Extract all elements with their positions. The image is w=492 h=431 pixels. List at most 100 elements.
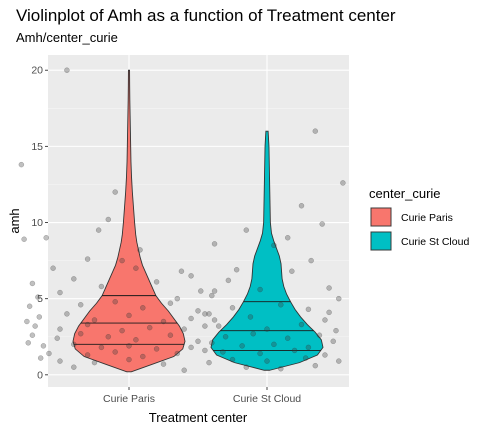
data-point bbox=[71, 276, 77, 282]
data-point bbox=[105, 216, 112, 223]
data-point bbox=[257, 350, 263, 357]
legend-label: Curie Paris bbox=[401, 212, 453, 224]
chart-subtitle: Amh/center_curie bbox=[16, 30, 118, 45]
x-tick-label: Curie Paris bbox=[103, 393, 155, 405]
data-point bbox=[308, 257, 314, 264]
legend-swatch bbox=[370, 207, 392, 227]
data-point bbox=[137, 247, 143, 253]
data-point bbox=[312, 362, 319, 369]
data-point bbox=[211, 241, 218, 247]
data-point bbox=[71, 341, 77, 348]
data-point bbox=[257, 286, 263, 293]
data-point bbox=[40, 343, 47, 349]
jitter-points bbox=[18, 67, 346, 373]
data-point bbox=[64, 67, 70, 73]
data-point bbox=[229, 356, 236, 363]
data-point bbox=[195, 308, 201, 314]
data-point bbox=[298, 203, 305, 209]
data-point bbox=[222, 333, 229, 340]
data-point bbox=[54, 335, 60, 342]
data-point bbox=[271, 242, 277, 249]
data-point bbox=[146, 324, 153, 331]
data-point bbox=[225, 277, 232, 284]
data-point bbox=[133, 337, 139, 343]
data-point bbox=[167, 300, 174, 306]
data-point bbox=[174, 350, 181, 357]
data-point bbox=[188, 273, 194, 279]
chart-title: Violinplot of Amh as a function of Treat… bbox=[16, 6, 396, 25]
data-point bbox=[24, 318, 30, 325]
data-point bbox=[77, 330, 84, 337]
data-point bbox=[160, 318, 167, 325]
legend-swatch bbox=[370, 231, 392, 251]
data-point bbox=[140, 305, 146, 311]
data-point bbox=[264, 358, 270, 364]
data-point bbox=[112, 349, 118, 355]
data-point bbox=[298, 321, 305, 328]
data-point bbox=[211, 288, 218, 294]
data-point bbox=[181, 326, 187, 332]
data-point bbox=[312, 128, 319, 134]
violins bbox=[72, 69, 324, 373]
data-point bbox=[32, 323, 38, 329]
data-point bbox=[278, 365, 284, 372]
legend-label: Curie St Cloud bbox=[401, 236, 469, 248]
data-point bbox=[305, 306, 312, 313]
data-point bbox=[98, 344, 105, 351]
data-point bbox=[167, 332, 174, 338]
data-point bbox=[112, 298, 118, 305]
data-point bbox=[181, 367, 187, 373]
x-axis-title: Treatment center bbox=[149, 410, 248, 425]
data-point bbox=[271, 341, 277, 348]
data-point bbox=[64, 311, 70, 317]
data-point bbox=[95, 227, 102, 233]
data-point bbox=[71, 364, 77, 370]
data-point bbox=[126, 312, 132, 319]
data-point bbox=[333, 327, 339, 334]
data-point bbox=[21, 236, 27, 243]
data-point bbox=[25, 340, 32, 346]
data-point bbox=[178, 268, 185, 275]
data-point bbox=[140, 353, 146, 360]
y-tick-label: 5 bbox=[37, 293, 43, 305]
data-point bbox=[206, 359, 212, 366]
data-point bbox=[340, 180, 346, 186]
data-point bbox=[84, 352, 91, 358]
data-point bbox=[57, 326, 63, 332]
data-point bbox=[126, 356, 132, 363]
data-point bbox=[202, 323, 208, 329]
data-point bbox=[229, 305, 236, 311]
data-point bbox=[126, 343, 132, 349]
data-point bbox=[18, 161, 25, 168]
data-point bbox=[98, 283, 105, 290]
data-point bbox=[336, 358, 342, 364]
data-point bbox=[322, 317, 328, 323]
y-axis: 0 5 10 15 20 bbox=[31, 65, 48, 381]
data-point bbox=[37, 355, 44, 361]
y-tick-label: 20 bbox=[31, 65, 43, 77]
data-point bbox=[326, 285, 332, 291]
data-point bbox=[77, 302, 84, 308]
y-tick-label: 15 bbox=[31, 141, 43, 153]
y-tick-label: 0 bbox=[37, 369, 43, 381]
data-point bbox=[26, 303, 33, 310]
data-point bbox=[35, 294, 41, 300]
data-point bbox=[160, 361, 167, 367]
data-point bbox=[133, 265, 139, 271]
data-point bbox=[209, 340, 215, 346]
data-point bbox=[264, 326, 270, 332]
x-axis: Curie Paris Curie St Cloud bbox=[103, 387, 301, 405]
data-point bbox=[330, 338, 336, 345]
data-point bbox=[91, 359, 98, 366]
data-point bbox=[188, 315, 194, 322]
data-point bbox=[250, 330, 256, 337]
data-point bbox=[202, 347, 208, 354]
data-point bbox=[174, 295, 181, 302]
data-point bbox=[119, 327, 125, 334]
data-point bbox=[302, 355, 309, 361]
data-point bbox=[305, 344, 312, 351]
data-point bbox=[211, 317, 218, 323]
data-point bbox=[202, 311, 208, 317]
data-point bbox=[119, 257, 125, 264]
data-point bbox=[57, 358, 63, 364]
